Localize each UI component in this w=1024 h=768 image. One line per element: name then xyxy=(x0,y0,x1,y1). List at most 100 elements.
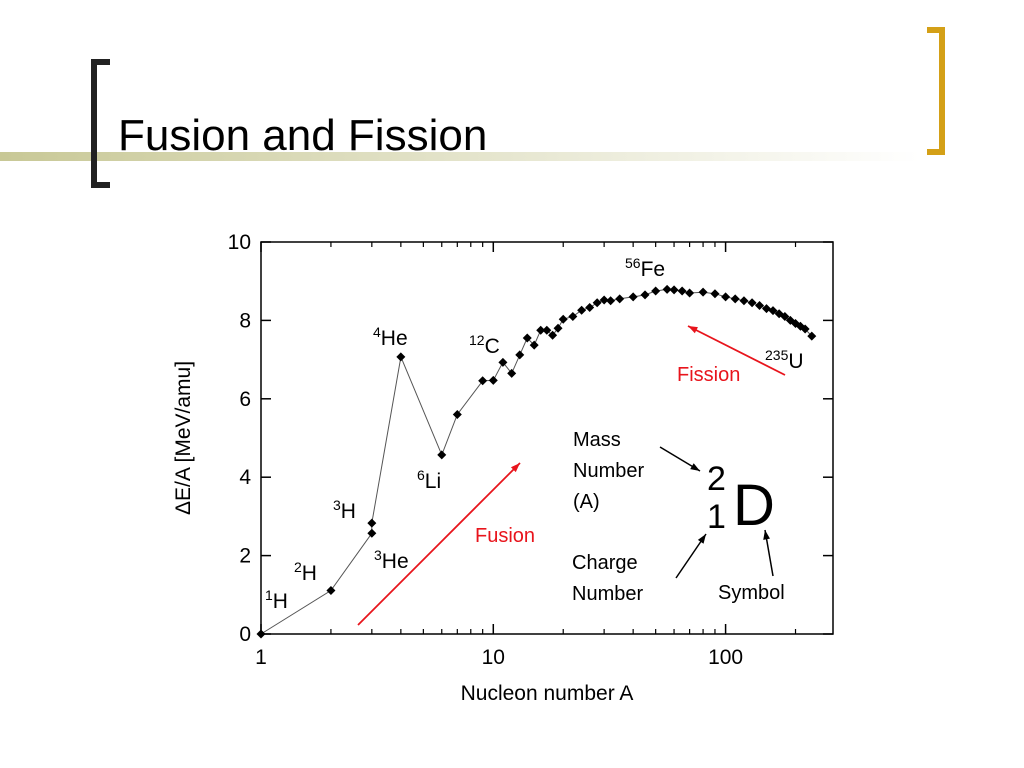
nuclide-label: 4He xyxy=(373,324,408,350)
data-point xyxy=(768,306,778,316)
inset-label: Mass xyxy=(573,429,621,451)
data-point xyxy=(747,298,757,308)
data-point xyxy=(256,629,266,639)
arrow-line xyxy=(357,462,521,626)
nuclide-label: 6Li xyxy=(417,467,441,493)
y-tick-label: 10 xyxy=(228,231,251,254)
data-point xyxy=(536,325,546,335)
data-point xyxy=(721,292,731,302)
x-tick-label: 1 xyxy=(255,646,267,669)
arrow-line xyxy=(687,325,786,376)
data-point xyxy=(558,314,568,324)
nuclide-mass: 1 xyxy=(265,587,273,603)
data-point xyxy=(800,324,810,334)
data-point xyxy=(507,368,517,378)
nuclide-label: 1H xyxy=(265,587,288,613)
data-point xyxy=(529,340,539,350)
nuclide-symbol: Fe xyxy=(641,258,666,281)
data-point xyxy=(761,304,771,314)
inset-label: Number xyxy=(573,460,644,482)
y-tick-label: 4 xyxy=(239,466,251,489)
data-point xyxy=(599,295,609,305)
data-point xyxy=(807,331,817,341)
title-band xyxy=(0,152,920,161)
data-point xyxy=(710,289,720,299)
data-point xyxy=(739,296,749,306)
data-point xyxy=(498,357,508,367)
data-point xyxy=(640,290,650,300)
arrow-head xyxy=(510,463,520,473)
nuclide-label: 12C xyxy=(469,332,500,358)
nuclide-symbol: H xyxy=(273,590,288,613)
inset-arrow-head xyxy=(690,463,700,471)
y-axis-label: ΔE/A [MeV/amu] xyxy=(172,361,195,515)
y-tick-label: 6 xyxy=(239,388,251,411)
nuclide-charge: 1 xyxy=(707,498,726,536)
arrow-label: Fission xyxy=(677,364,740,386)
nuclide-mass: 6 xyxy=(417,467,425,483)
nuclide-mass: 3 xyxy=(333,497,341,513)
data-point xyxy=(553,323,563,333)
data-point xyxy=(685,288,695,298)
nuclide-label: 3H xyxy=(333,497,356,523)
nuclide-mass: 56 xyxy=(625,255,641,271)
data-point xyxy=(615,294,625,304)
x-axis-label: Nucleon number A xyxy=(461,682,634,705)
data-point xyxy=(515,350,525,360)
data-point xyxy=(522,333,532,343)
y-tick-label: 0 xyxy=(239,623,251,646)
data-point xyxy=(592,298,602,308)
data-point xyxy=(437,450,447,460)
inset-label: Number xyxy=(572,583,643,605)
inset-label: Charge xyxy=(572,552,638,574)
nuclide-symbol: H xyxy=(341,500,356,523)
data-point xyxy=(548,330,558,340)
data-point xyxy=(651,286,661,296)
nuclide-symbol: D xyxy=(733,473,775,538)
nuclide-label: 2H xyxy=(294,559,317,585)
data-point xyxy=(326,585,336,595)
nuclide-label: 3He xyxy=(374,547,409,573)
data-point xyxy=(367,518,377,528)
data-point xyxy=(606,296,616,306)
data-point xyxy=(367,528,377,538)
nuclide-label: 56Fe xyxy=(625,255,665,281)
data-point xyxy=(577,305,587,315)
data-point xyxy=(669,285,679,295)
nuclide-mass: 12 xyxy=(469,332,485,348)
left-bracket xyxy=(91,59,110,188)
arrow-label: Fusion xyxy=(475,525,535,547)
plot-frame xyxy=(260,241,834,635)
data-point xyxy=(755,301,765,311)
nuclide-mass: 2 xyxy=(707,460,726,498)
x-tick-label: 100 xyxy=(708,646,743,669)
data-point xyxy=(730,294,740,304)
data-point xyxy=(585,302,595,312)
data-point xyxy=(542,325,552,335)
nuclide-mass: 3 xyxy=(374,547,382,563)
data-point xyxy=(698,287,708,297)
inset-label: Symbol xyxy=(718,582,785,604)
nuclide-symbol: C xyxy=(485,335,500,358)
y-tick-label: 2 xyxy=(239,545,251,568)
arrow-head xyxy=(688,326,698,334)
slide-title: Fusion and Fission xyxy=(118,111,487,160)
inset-arrow-head xyxy=(763,530,770,540)
nuclide-mass: 4 xyxy=(373,324,381,340)
nuclide-symbol: He xyxy=(382,550,409,573)
y-tick-label: 8 xyxy=(239,309,251,332)
inset-arrow-head xyxy=(697,534,706,544)
data-point xyxy=(452,409,462,419)
data-point xyxy=(568,311,578,321)
nuclide-symbol: He xyxy=(381,327,408,350)
x-tick-label: 10 xyxy=(482,646,505,669)
nuclide-label: 235U xyxy=(765,347,804,373)
data-point xyxy=(396,352,406,362)
right-bracket xyxy=(927,27,945,155)
nuclide-symbol: U xyxy=(788,350,803,373)
data-point xyxy=(677,286,687,296)
data-point xyxy=(662,284,672,294)
data-point xyxy=(628,292,638,302)
